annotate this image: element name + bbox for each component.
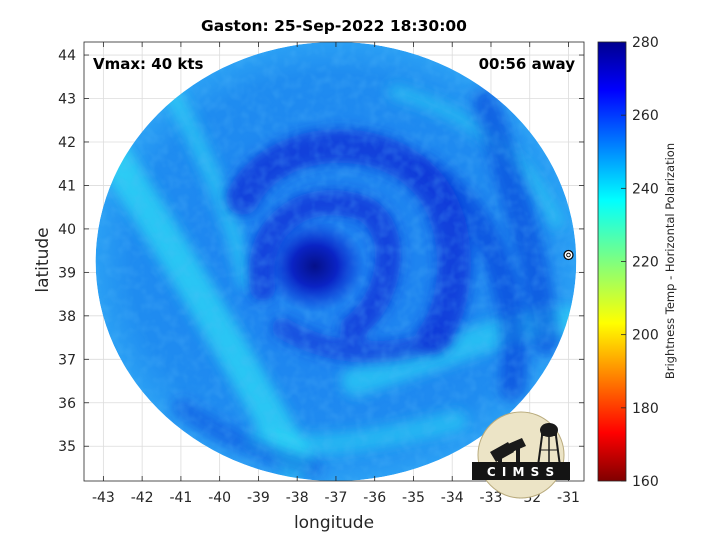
x-tick-label: -35	[402, 490, 425, 506]
x-tick-label: -41	[169, 490, 192, 506]
colorbar-tick-label: 180	[632, 401, 659, 417]
x-tick-label: -34	[441, 490, 464, 506]
y-tick-label: 37	[58, 352, 76, 368]
water-tower-icon	[537, 423, 561, 467]
cimss-logo: C I M S S	[472, 411, 570, 499]
x-tick-label: -36	[363, 490, 386, 506]
x-tick-label: -40	[208, 490, 231, 506]
x-tick-label: -38	[286, 490, 309, 506]
y-tick-label: 43	[58, 92, 76, 108]
swath-group	[95, 42, 577, 481]
x-tick-label: -39	[247, 490, 270, 506]
time-offset-annotation: 00:56 away	[479, 55, 576, 73]
y-axis: 35 36 37 38 39 40 41 42 43 44	[58, 48, 584, 455]
x-tick-label: -31	[557, 490, 580, 506]
colorbar-tick-label: 200	[632, 328, 659, 344]
y-tick-label: 38	[58, 309, 76, 325]
colorbar-ticks: 160 180 200 220 240 260 280	[621, 35, 659, 490]
vmax-annotation: Vmax: 40 kts	[93, 55, 203, 73]
x-tick-label: -43	[92, 490, 115, 506]
y-tick-label: 42	[58, 135, 76, 151]
x-tick-label: -33	[480, 490, 503, 506]
colorbar-tick-label: 160	[632, 474, 659, 490]
colorbar: 160 180 200 220 240 260 280 Brightness Temp - …	[597, 35, 677, 490]
colorbar-label: Brightness Temp - Horizontal Polarizatio…	[663, 143, 677, 379]
y-tick-label: 41	[58, 178, 76, 194]
plot-border	[83, 41, 585, 482]
storm-core	[264, 220, 365, 313]
chart-title: Gaston: 25-Sep-2022 18:30:00	[201, 17, 467, 35]
storm-marker	[563, 249, 574, 261]
brightness-temp-swath	[95, 42, 577, 481]
colorbar-tick-label: 260	[632, 108, 659, 124]
x-tick-label: -37	[325, 490, 348, 506]
y-tick-label: 35	[58, 439, 76, 455]
x-axis-label: longitude	[294, 513, 374, 533]
y-tick-label: 40	[58, 222, 76, 238]
colorbar-tick-label: 220	[632, 255, 659, 271]
y-axis-label: latitude	[33, 227, 53, 292]
colorbar-tick-label: 280	[632, 35, 659, 51]
y-tick-label: 44	[58, 48, 76, 64]
x-tick-label: -42	[131, 490, 154, 506]
y-tick-label: 36	[58, 396, 76, 412]
colorbar-tick-label: 240	[632, 181, 659, 197]
logo-text: C I M S S	[487, 465, 555, 479]
y-tick-label: 39	[58, 265, 76, 281]
